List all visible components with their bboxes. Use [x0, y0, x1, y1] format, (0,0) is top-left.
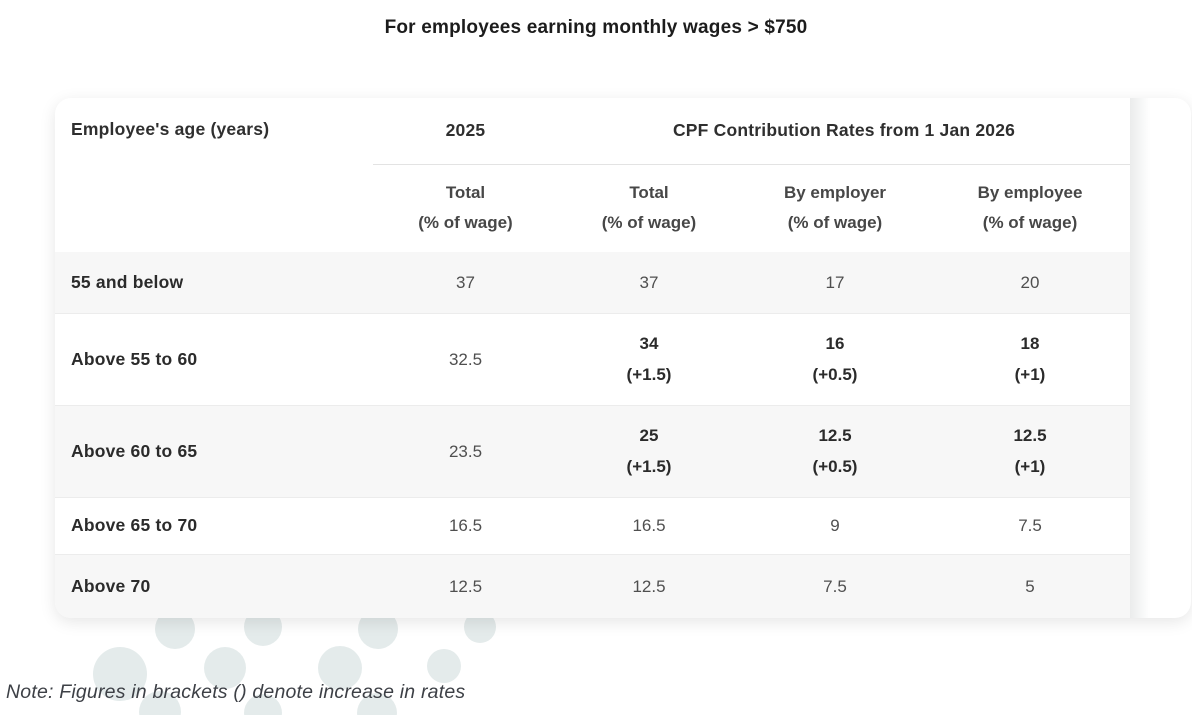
rate-2026-total: 12.5 — [632, 576, 666, 596]
subheader-2026-total: Total (% of wage) — [558, 164, 740, 252]
rate-2026-total: 34 (+1.5) — [626, 334, 672, 384]
table-scroll-shadow — [1130, 98, 1150, 618]
table-row: Above 65 to 70 16.5 16.5 9 7.5 — [55, 497, 1131, 554]
subheader-label: Total — [445, 183, 486, 203]
rate-2026-employer: 9 — [830, 516, 840, 535]
rate-2026-employer: 12.5 (+0.5) — [812, 426, 858, 476]
subheader-unit: (% of wage) — [601, 213, 697, 233]
rates-table-card: Employee's age (years) 2025 CPF Contribu… — [55, 98, 1191, 618]
footnote: Note: Figures in brackets () denote incr… — [6, 681, 466, 703]
rate-2025-total: 37 — [456, 272, 475, 292]
table-row: Above 60 to 65 23.5 25 (+1.5) 12.5 (+0.5) … — [55, 405, 1131, 497]
rate-2025-total: 12.5 — [448, 576, 483, 596]
table-row: 55 and below 37 37 17 20 — [55, 252, 1131, 313]
decorative-dot — [244, 694, 282, 715]
rate-2026-employer: 16 (+0.5) — [812, 334, 858, 384]
rate-2026-employee: 18 (+1) — [1014, 334, 1046, 384]
subheader-by-employee: By employee (% of wage) — [930, 164, 1130, 252]
age-band-label: 55 and below — [71, 271, 184, 292]
subheader-label: Total — [629, 183, 669, 203]
subheader-unit: (% of wage) — [787, 213, 883, 233]
rate-2026-employee: 20 — [1020, 272, 1040, 292]
subheader-2025-total: Total (% of wage) — [373, 164, 558, 252]
subheader-unit: (% of wage) — [982, 213, 1078, 233]
rate-2026-employer: 7.5 — [823, 576, 847, 596]
decorative-dot — [318, 646, 362, 690]
decorative-dot — [204, 647, 246, 689]
subheader-label: By employee — [977, 183, 1083, 203]
rate-2026-employee: 5 — [1025, 576, 1035, 596]
table-row: Above 70 12.5 12.5 7.5 5 — [55, 554, 1131, 618]
subheader-label: By employer — [783, 183, 887, 203]
group-header-2025: 2025 — [373, 98, 558, 165]
group-header-2026: CPF Contribution Rates from 1 Jan 2026 — [558, 98, 1131, 165]
rate-2026-employee: 7.5 — [1018, 516, 1042, 535]
decorative-dot — [427, 649, 461, 683]
subheader-by-employer: By employer (% of wage) — [740, 164, 930, 252]
age-band-label: Above 55 to 60 — [71, 348, 198, 369]
subheader-unit: (% of wage) — [418, 213, 513, 233]
rate-2026-total: 25 (+1.5) — [626, 426, 672, 476]
age-band-label: Above 60 to 65 — [71, 440, 198, 461]
decorative-dot — [357, 693, 397, 715]
rate-2025-total: 16.5 — [448, 516, 483, 535]
rate-2025-total: 32.5 — [448, 349, 483, 369]
rate-2026-total: 37 — [639, 272, 659, 292]
age-band-label: Above 65 to 70 — [71, 515, 198, 535]
rate-2026-employee: 12.5 (+1) — [1013, 426, 1047, 476]
rate-2026-total: 16.5 — [632, 516, 666, 535]
decorative-dot — [93, 647, 147, 701]
page-title: For employees earning monthly wages > $7… — [384, 17, 808, 38]
table-row: Above 55 to 60 32.5 34 (+1.5) 16 (+0.5) 18… — [55, 313, 1131, 405]
age-band-label: Above 70 — [71, 575, 151, 596]
rate-2026-employer: 17 — [825, 272, 845, 292]
rate-2025-total: 23.5 — [448, 441, 483, 461]
cpf-rates-table: Employee's age (years) 2025 CPF Contribu… — [55, 98, 1131, 618]
column-header-age: Employee's age (years) — [71, 119, 270, 139]
